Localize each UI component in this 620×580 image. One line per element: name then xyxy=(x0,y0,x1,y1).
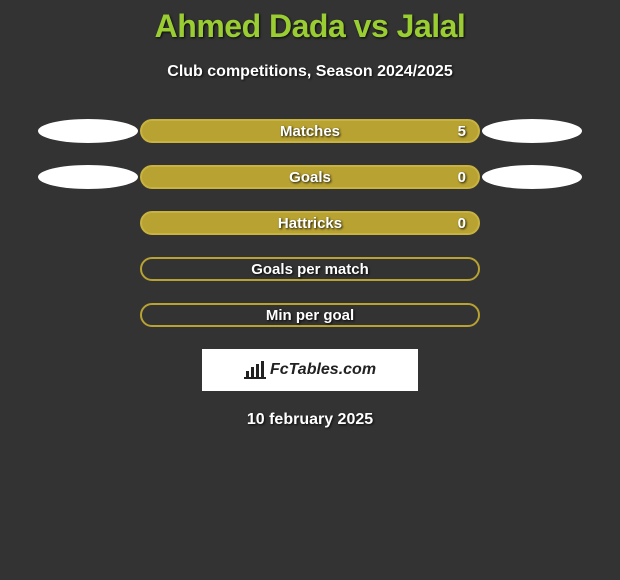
page-title: Ahmed Dada vs Jalal xyxy=(0,8,620,45)
stat-bar: Matches 5 xyxy=(140,119,480,143)
stat-label: Goals per match xyxy=(251,261,369,278)
chart-icon xyxy=(244,361,266,379)
attribution-text: FcTables.com xyxy=(270,361,376,379)
stat-row: Matches 5 xyxy=(0,119,620,143)
attribution-badge: FcTables.com xyxy=(202,349,418,391)
left-ellipse xyxy=(38,165,138,189)
stat-bar: Min per goal xyxy=(140,303,480,327)
date-label: 10 february 2025 xyxy=(0,411,620,429)
stat-value: 0 xyxy=(458,169,466,186)
stats-rows: Matches 5 Goals 0 Hattricks 0 Goals per match M… xyxy=(0,119,620,327)
stat-label: Hattricks xyxy=(278,215,342,232)
stat-row: Hattricks 0 xyxy=(0,211,620,235)
stat-label: Matches xyxy=(280,123,340,140)
stat-row: Goals per match xyxy=(0,257,620,281)
stat-bar: Hattricks 0 xyxy=(140,211,480,235)
stat-value: 0 xyxy=(458,215,466,232)
left-ellipse xyxy=(38,119,138,143)
subtitle: Club competitions, Season 2024/2025 xyxy=(0,63,620,81)
main-container: Ahmed Dada vs Jalal Club competitions, S… xyxy=(0,0,620,429)
right-ellipse xyxy=(482,119,582,143)
stat-bar: Goals 0 xyxy=(140,165,480,189)
stat-value: 5 xyxy=(458,123,466,140)
stat-label: Goals xyxy=(289,169,331,186)
stat-row: Min per goal xyxy=(0,303,620,327)
stat-label: Min per goal xyxy=(266,307,354,324)
stat-row: Goals 0 xyxy=(0,165,620,189)
stat-bar: Goals per match xyxy=(140,257,480,281)
right-ellipse xyxy=(482,165,582,189)
